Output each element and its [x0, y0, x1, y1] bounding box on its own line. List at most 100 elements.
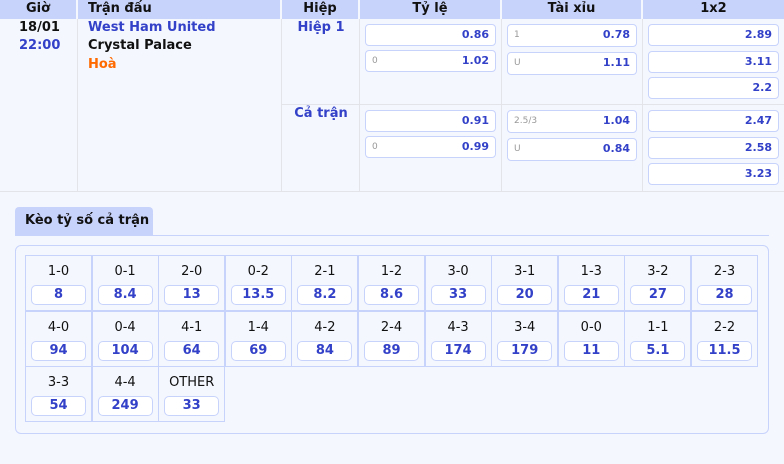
score-odds-button[interactable]: 84: [297, 340, 353, 361]
score-odds-button[interactable]: 249: [97, 396, 153, 416]
divider: [0, 191, 784, 192]
odds-value: 2.2: [752, 81, 773, 94]
score-label: 1-4: [247, 319, 269, 335]
score-cell: 1-2 8.6: [358, 255, 425, 311]
score-cell: 2-0 13: [158, 255, 226, 311]
score-label: 3-1: [514, 264, 536, 279]
odds-value: 1.11: [602, 56, 630, 69]
score-odds-button[interactable]: 104: [97, 340, 153, 361]
score-odds-button[interactable]: 69: [230, 340, 286, 361]
score-odds-button[interactable]: 89: [364, 340, 419, 361]
score-odds-button[interactable]: 13: [164, 285, 220, 305]
handicap-line: 0: [372, 56, 378, 66]
score-label: 1-0: [47, 264, 70, 279]
divider: [15, 235, 769, 236]
odds-value: 2.58: [744, 140, 772, 154]
header-match: Trận đấu: [78, 0, 282, 19]
score-cell: 3-0 33: [424, 255, 492, 311]
score-cell: 4-0 94: [25, 310, 92, 367]
score-odds-button[interactable]: 179: [497, 340, 553, 361]
score-cell: 4-3 174: [424, 310, 492, 367]
over-under-line: 1: [514, 30, 520, 40]
handicap-odds-button[interactable]: 0 1.02: [365, 50, 496, 72]
score-label: 2-3: [713, 264, 736, 279]
score-odds-button[interactable]: 174: [430, 340, 486, 361]
score-label: 2-0: [181, 264, 203, 279]
over-under-odds-button[interactable]: U 0.84: [507, 138, 637, 161]
score-cell: 4-1 64: [158, 310, 226, 367]
odds-value: 3.23: [744, 167, 772, 180]
score-cell: OTHER 33: [158, 366, 226, 422]
score-cell: 0-4 104: [91, 310, 159, 367]
odds-value: 3.11: [744, 54, 772, 68]
score-odds-button[interactable]: 8.2: [297, 285, 353, 305]
over-under-odds-button[interactable]: U 1.11: [507, 52, 637, 75]
over-under-line: 2.5/3: [514, 116, 538, 126]
1x2-odds-button[interactable]: 2.58: [648, 136, 779, 159]
handicap-odds-button[interactable]: 0.86: [365, 24, 496, 46]
score-odds-button[interactable]: 11: [563, 340, 619, 361]
header-handicap: Tỷ lệ: [360, 0, 502, 19]
score-cell: 3-4 179: [491, 310, 559, 367]
1x2-odds-button[interactable]: 2.47: [648, 110, 779, 132]
away-team[interactable]: Crystal Palace: [88, 38, 192, 53]
score-label: 4-1: [181, 319, 203, 335]
odds-value: 1.04: [602, 114, 630, 127]
score-cell: 3-2 27: [624, 255, 692, 311]
score-cell: 4-4 249: [91, 366, 159, 422]
score-label: 0-2: [247, 264, 269, 279]
1x2-odds-button[interactable]: 3.11: [648, 50, 779, 73]
score-label: 3-2: [647, 264, 669, 279]
score-label: 3-4: [514, 319, 536, 335]
period-label: Cả trận: [294, 106, 348, 121]
score-odds-button[interactable]: 33: [164, 396, 220, 416]
score-cell: 2-2 11.5: [691, 310, 758, 367]
time-column: [0, 19, 78, 191]
score-odds-button[interactable]: 27: [630, 285, 686, 305]
score-label: 0-0: [580, 319, 602, 335]
over-under-odds-button[interactable]: 2.5/3 1.04: [507, 110, 637, 133]
score-odds-button[interactable]: 13.5: [230, 285, 286, 305]
period-label: Hiệp 1: [297, 20, 345, 35]
header-half: Hiệp: [282, 0, 360, 19]
score-odds-button[interactable]: 8.6: [364, 285, 419, 305]
score-odds-button[interactable]: 33: [430, 285, 486, 305]
score-cell: 2-3 28: [691, 255, 758, 311]
1x2-odds-button[interactable]: 2.89: [648, 24, 779, 46]
score-odds-button[interactable]: 20: [497, 285, 553, 305]
score-label: 0-4: [114, 319, 136, 335]
score-cell: 2-4 89: [358, 310, 425, 367]
1x2-odds-button[interactable]: 2.2: [648, 77, 779, 99]
score-label: 2-1: [314, 264, 336, 279]
odds-value: 0.91: [461, 114, 489, 127]
score-odds-button[interactable]: 28: [697, 285, 752, 305]
header-1x2: 1x2: [700, 1, 727, 16]
score-cell: 2-1 8.2: [291, 255, 359, 311]
handicap-line: 0: [372, 142, 378, 152]
home-team[interactable]: West Ham United: [88, 20, 216, 35]
handicap-odds-button[interactable]: 0 0.99: [365, 136, 496, 158]
score-cell: 1-1 5.1: [624, 310, 692, 367]
score-label: 3-0: [447, 264, 469, 279]
tab-correct-score[interactable]: Kèo tỷ số cả trận: [15, 207, 153, 236]
1x2-odds-button[interactable]: 3.23: [648, 163, 779, 185]
score-cell: 3-3 54: [25, 366, 92, 422]
handicap-odds-button[interactable]: 0.91: [365, 110, 496, 132]
score-odds-button[interactable]: 11.5: [697, 340, 752, 361]
odds-value: 0.99: [461, 140, 489, 153]
score-odds-button[interactable]: 8: [31, 285, 86, 305]
score-odds-button[interactable]: 94: [31, 340, 86, 361]
table-header: Giờ Trận đấu Hiệp Tỷ lệ Tài xỉu 1x2: [0, 0, 784, 19]
score-label: 4-2: [314, 319, 336, 335]
over-under-odds-button[interactable]: 1 0.78: [507, 24, 637, 47]
score-odds-button[interactable]: 8.4: [97, 285, 153, 305]
odds-value: 0.84: [602, 142, 630, 155]
match-time: 22:00: [19, 38, 61, 53]
score-odds-button[interactable]: 21: [563, 285, 619, 305]
score-odds-button[interactable]: 5.1: [630, 340, 686, 361]
score-odds-button[interactable]: 54: [31, 396, 86, 416]
score-label: 4-4: [114, 375, 136, 390]
match-date: 18/01: [19, 20, 60, 35]
score-label: OTHER: [169, 375, 215, 390]
score-odds-button[interactable]: 64: [164, 340, 220, 361]
